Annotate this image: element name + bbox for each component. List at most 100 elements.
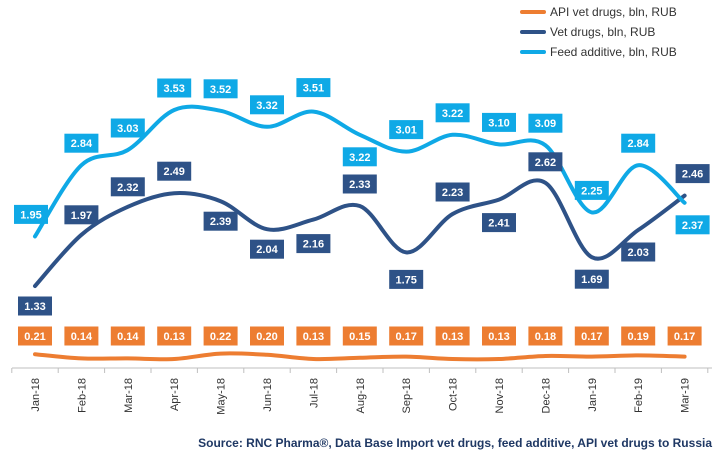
data-label-feed: 3.32 xyxy=(250,95,284,115)
data-label-text: 3.22 xyxy=(442,108,463,120)
data-label-text: 2.23 xyxy=(442,187,463,199)
data-label-vet: 1.97 xyxy=(64,205,99,225)
data-label-text: 3.52 xyxy=(210,84,231,96)
data-labels: 0.21 0.14 0.14 0.13 0.22 0.20 0.13 0.15 0.17 0.13… xyxy=(14,78,710,346)
data-label-text: 2.37 xyxy=(682,220,703,232)
data-label-text: 1.69 xyxy=(581,274,602,286)
legend-swatch-api xyxy=(520,10,546,14)
x-tick-label: Sep-18 xyxy=(401,378,413,413)
data-label-api: 0.13 xyxy=(296,326,331,346)
data-label-feed: 2.25 xyxy=(574,180,609,200)
data-label-text: 1.95 xyxy=(20,209,41,221)
data-label-text: 2.32 xyxy=(117,182,138,194)
data-label-text: 2.04 xyxy=(256,244,278,256)
data-label-box xyxy=(342,326,377,346)
data-label-text: 3.22 xyxy=(349,152,370,164)
data-label-feed: 3.53 xyxy=(157,78,192,98)
data-label-box xyxy=(203,211,238,231)
data-label-box xyxy=(482,112,516,132)
legend: API vet drugs, bln, RUB Vet drugs, bln, … xyxy=(520,2,724,62)
data-label-text: 0.13 xyxy=(488,331,509,343)
data-label-box xyxy=(250,326,284,346)
data-label-vet: 2.41 xyxy=(482,213,516,233)
data-label-text: 3.01 xyxy=(395,125,416,137)
data-label-text: 3.03 xyxy=(117,123,138,135)
data-label-api: 0.17 xyxy=(667,326,702,346)
x-tick-label: Feb-18 xyxy=(76,378,88,413)
data-label-vet: 2.03 xyxy=(621,242,656,262)
data-label-feed: 2.84 xyxy=(621,133,656,153)
data-label-text: 0.15 xyxy=(349,331,370,343)
data-label-vet: 2.39 xyxy=(203,211,238,231)
x-tick-label: Dec-18 xyxy=(540,378,552,413)
legend-swatch-vet xyxy=(520,30,546,34)
data-label-box xyxy=(482,213,516,233)
data-label-box xyxy=(157,326,192,346)
data-label-box xyxy=(621,326,656,346)
data-label-box xyxy=(110,326,145,346)
data-label-api: 0.15 xyxy=(342,326,377,346)
data-label-box xyxy=(296,234,331,254)
data-label-api: 0.14 xyxy=(64,326,99,346)
data-label-box xyxy=(435,182,470,202)
data-label-vet: 2.23 xyxy=(435,182,470,202)
x-tick-label: Jul-18 xyxy=(308,378,320,408)
data-label-text: 0.13 xyxy=(303,331,324,343)
data-label-text: 0.17 xyxy=(674,331,695,343)
x-tick-label: Nov-18 xyxy=(494,378,506,413)
data-label-vet: 2.46 xyxy=(675,164,710,184)
data-label-text: 1.33 xyxy=(24,301,45,313)
data-label-feed: 2.84 xyxy=(64,133,99,153)
data-label-api: 0.20 xyxy=(250,326,284,346)
data-label-text: 2.46 xyxy=(682,169,703,181)
data-label-box xyxy=(389,120,424,140)
data-label-box xyxy=(621,133,656,153)
data-label-vet: 2.62 xyxy=(528,152,563,172)
x-tick-label: Mar-18 xyxy=(123,378,135,413)
data-label-box xyxy=(574,326,609,346)
data-label-box xyxy=(203,79,238,99)
data-label-text: 3.32 xyxy=(256,100,277,112)
data-label-box xyxy=(296,78,331,98)
source-note: Source: RNC Pharma®, Data Base Import ve… xyxy=(198,436,712,450)
data-label-box xyxy=(157,161,192,181)
data-label-vet: 2.16 xyxy=(296,234,331,254)
data-label-text: 0.20 xyxy=(256,331,277,343)
data-label-box xyxy=(110,177,145,197)
data-label-box xyxy=(389,269,424,289)
data-label-api: 0.18 xyxy=(528,326,563,346)
data-label-text: 3.10 xyxy=(488,117,509,129)
data-label-box xyxy=(110,118,145,138)
data-label-feed: 3.03 xyxy=(110,118,145,138)
data-label-api: 0.13 xyxy=(157,326,192,346)
x-tick-label: Jun-18 xyxy=(262,378,274,412)
series-line-vet xyxy=(33,178,687,288)
data-label-vet: 1.33 xyxy=(18,296,52,316)
data-label-api: 0.17 xyxy=(389,326,424,346)
data-label-text: 0.13 xyxy=(442,331,463,343)
data-label-text: 0.22 xyxy=(210,331,231,343)
data-label-api: 0.13 xyxy=(482,326,516,346)
data-label-box xyxy=(203,326,238,346)
legend-item-vet: Vet drugs, bln, RUB xyxy=(520,22,724,42)
x-tick-label: Aug-18 xyxy=(355,378,367,413)
data-label-api: 0.17 xyxy=(574,326,609,346)
data-label-api: 0.14 xyxy=(110,326,145,346)
data-label-text: 3.53 xyxy=(163,83,184,95)
data-label-vet: 2.32 xyxy=(110,177,145,197)
data-label-feed: 3.01 xyxy=(389,120,424,140)
legend-item-api: API vet drugs, bln, RUB xyxy=(520,2,724,22)
data-label-vet: 1.69 xyxy=(574,269,609,289)
data-label-box xyxy=(64,326,99,346)
data-label-feed: 3.22 xyxy=(435,103,470,123)
x-tick-label: Mar-19 xyxy=(680,378,692,413)
data-label-text: 0.18 xyxy=(535,331,556,343)
data-label-vet: 1.75 xyxy=(389,269,424,289)
data-label-box xyxy=(250,239,284,259)
data-label-feed: 3.09 xyxy=(528,113,563,133)
data-label-box xyxy=(528,326,563,346)
x-axis-ticks: Jan-18 Feb-18 Mar-18 Apr-18 May-18 Jun-18 Jul-… xyxy=(30,378,692,415)
data-label-text: 2.62 xyxy=(535,157,556,169)
x-tick-label: Jan-18 xyxy=(30,378,42,412)
